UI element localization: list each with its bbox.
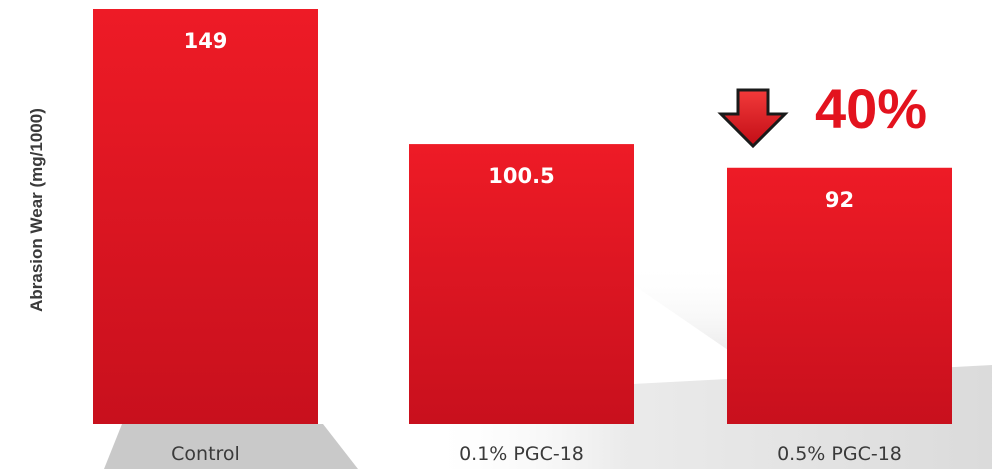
bar-control xyxy=(93,9,318,424)
bar-0-1-pgc-18 xyxy=(409,144,634,424)
reduction-annotation: 40% xyxy=(717,77,927,149)
category-labels-group: Control 0.1% PGC-18 0.5% PGC-18 xyxy=(171,443,902,465)
value-label-0-1-pgc-18: 100.5 xyxy=(488,164,554,188)
y-axis-label: Abrasion Wear (mg/1000) xyxy=(27,108,46,312)
bar-0-5-pgc-18 xyxy=(727,167,952,424)
value-label-control: 149 xyxy=(184,29,228,53)
reduction-percent-label: 40% xyxy=(815,77,927,140)
bars-group xyxy=(93,9,952,424)
value-labels-group: 149 100.5 92 xyxy=(184,29,855,212)
category-label-control: Control xyxy=(171,443,240,465)
category-label-0-1-pgc-18: 0.1% PGC-18 xyxy=(459,443,584,465)
down-arrow-icon xyxy=(717,88,789,149)
value-label-0-5-pgc-18: 92 xyxy=(825,188,854,212)
category-label-0-5-pgc-18: 0.5% PGC-18 xyxy=(777,443,902,465)
